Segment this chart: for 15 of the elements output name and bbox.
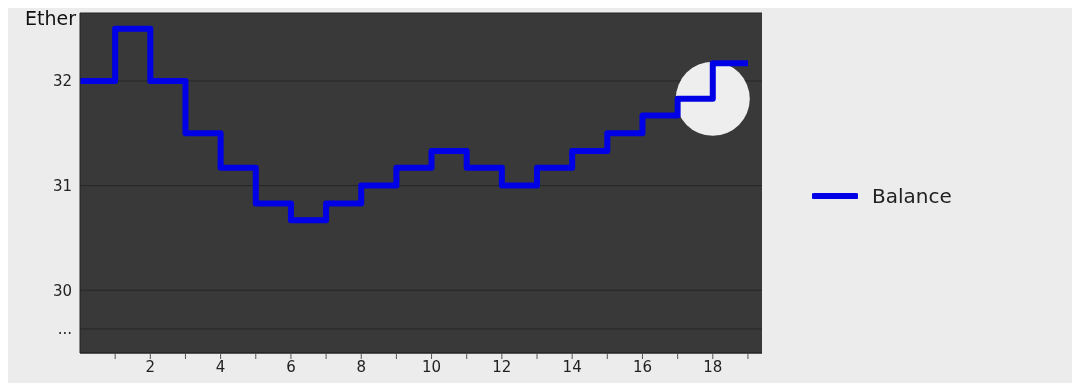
x-tick-label: 16 [632, 357, 653, 376]
legend-label: Balance [872, 183, 952, 208]
x-tick-label: 8 [356, 357, 367, 376]
y-tick-label: ... [57, 320, 72, 339]
x-tick-label: 18 [703, 357, 723, 376]
x-tick-label: 2 [145, 357, 156, 376]
x-tick-label: 4 [215, 357, 226, 376]
y-axis-title: Ether [25, 7, 77, 29]
x-tick-label: 14 [562, 357, 582, 376]
y-tick-label: 32 [52, 72, 72, 91]
x-tick-label: 6 [286, 357, 296, 376]
y-tick-label: 30 [52, 281, 72, 300]
x-tick-label: 12 [492, 357, 512, 376]
x-tick-label: 10 [422, 357, 442, 376]
y-tick-label: 31 [52, 176, 72, 195]
